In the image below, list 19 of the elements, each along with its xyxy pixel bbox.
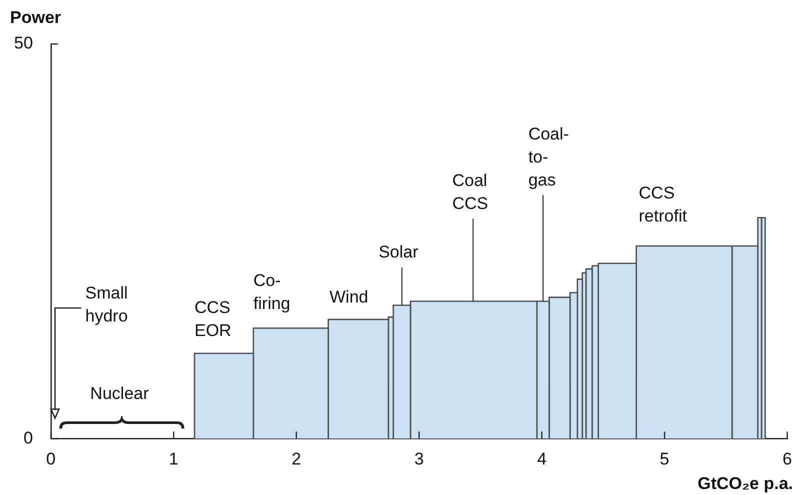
annotation: Coal-to-gas xyxy=(528,124,569,190)
x-tick-label: 6 xyxy=(782,449,792,468)
annotation: Co-firing xyxy=(253,271,290,314)
annotation: CCS EOR xyxy=(194,298,232,340)
x-tick-label: 4 xyxy=(537,449,547,468)
x-tick-label: 2 xyxy=(292,449,302,468)
annotation: Coal CCS xyxy=(452,170,488,213)
annotation: Small hydro xyxy=(85,284,128,326)
x-tick-label: 3 xyxy=(414,449,424,468)
y-tick-label: 50 xyxy=(14,34,33,53)
annotation: CCS retrofit xyxy=(638,183,688,226)
x-tick-label: 0 xyxy=(46,449,56,468)
y-axis-title: Power xyxy=(10,8,62,28)
annotation: Nuclear xyxy=(90,384,150,403)
annotation: Solar xyxy=(378,242,419,262)
x-tick-label: 1 xyxy=(168,449,178,468)
annotation: Wind xyxy=(330,288,368,307)
x-tick-label: 5 xyxy=(660,449,670,468)
x-axis-title: GtCO₂e p.a. xyxy=(698,474,793,494)
